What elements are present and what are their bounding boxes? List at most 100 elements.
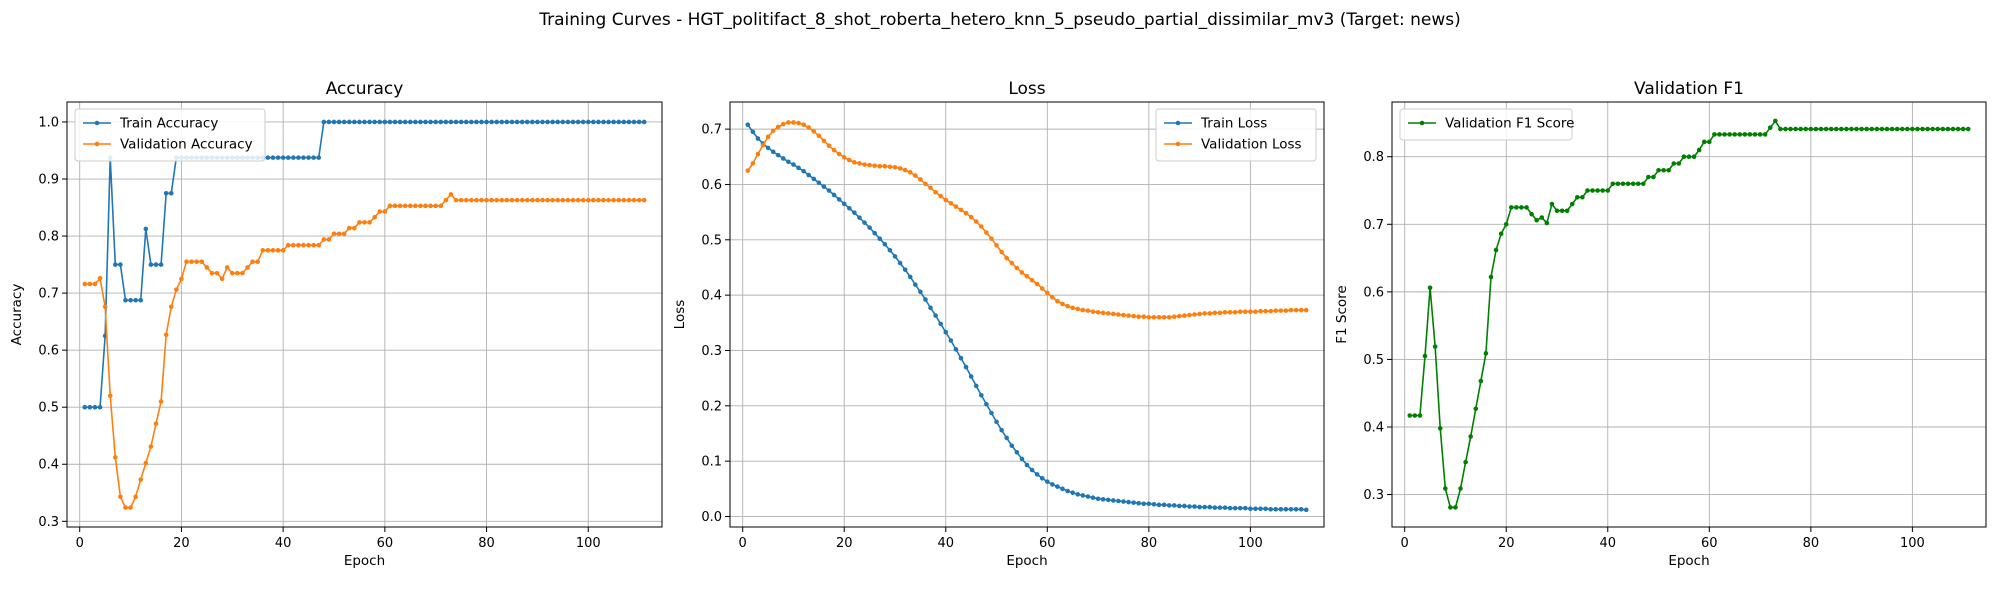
data-point: [158, 399, 164, 404]
y-tick-label: 0.6: [701, 178, 722, 193]
chart-title: Loss: [1008, 79, 1045, 99]
data-point: [1899, 126, 1905, 132]
data-point: [796, 165, 801, 171]
data-point: [1864, 126, 1869, 132]
data-point: [641, 197, 647, 203]
data-point: [1273, 506, 1279, 512]
data-point: [423, 119, 428, 125]
data-point: [1136, 500, 1141, 506]
data-point: [806, 125, 811, 130]
data-point: [1161, 314, 1167, 320]
legend: Train Loss Validation Loss: [1155, 108, 1317, 162]
data-point: [580, 197, 586, 203]
data-point: [933, 189, 938, 195]
data-point: [448, 192, 454, 197]
data-point: [1029, 277, 1035, 283]
y-tick-label: 0.4: [1363, 421, 1384, 436]
data-point: [1773, 118, 1778, 124]
x-tick-label: 40: [275, 536, 292, 551]
data-point: [97, 404, 103, 410]
data-point: [189, 259, 194, 265]
data-point: [499, 119, 505, 125]
data-point: [852, 210, 857, 215]
data-point: [811, 129, 817, 134]
legend: Train Accuracy Validation Accuracy: [74, 108, 266, 162]
data-point: [1121, 499, 1126, 504]
data-point: [219, 276, 225, 282]
data-point: [902, 167, 908, 173]
data-point: [550, 197, 555, 203]
data-point: [918, 289, 923, 295]
data-point: [570, 197, 576, 203]
data-point: [994, 419, 999, 425]
x-tick-label: 80: [478, 536, 495, 551]
data-point: [535, 197, 540, 203]
data-point: [413, 119, 418, 125]
x-tick-label: 100: [576, 536, 601, 551]
data-point: [631, 119, 637, 125]
data-point: [636, 119, 642, 125]
data-point: [897, 260, 903, 266]
data-point: [535, 119, 540, 125]
data-point: [1742, 132, 1748, 137]
data-point: [280, 155, 286, 160]
data-point: [87, 281, 93, 287]
data-point: [1453, 505, 1458, 510]
data-point: [913, 173, 918, 178]
data-point: [1156, 502, 1162, 508]
data-point: [862, 220, 867, 225]
data-point: [387, 119, 393, 125]
data-point: [138, 477, 144, 482]
data-point: [1004, 435, 1009, 441]
data-point: [1757, 132, 1763, 137]
y-tick-label: 0.6: [38, 344, 59, 359]
data-point: [1783, 126, 1788, 132]
data-point: [765, 145, 771, 151]
data-point: [621, 197, 627, 203]
data-point: [1222, 505, 1228, 510]
data-point: [1869, 126, 1875, 132]
data-point: [285, 242, 291, 248]
data-point: [1823, 126, 1829, 132]
data-point: [1762, 132, 1768, 137]
data-point: [1080, 307, 1086, 313]
chart-3: Validation F1 0 20 40 60 80 100 0.3 0.4 0.5 0.6 0.7…: [1334, 79, 1987, 569]
data-point: [311, 155, 316, 160]
data-point: [857, 215, 862, 220]
data-point: [1656, 167, 1661, 173]
data-point: [984, 230, 989, 235]
data-point: [770, 149, 776, 155]
data-point: [867, 225, 872, 230]
data-point: [377, 119, 383, 125]
data-point: [214, 270, 220, 276]
y-tick-label: 0.4: [701, 289, 722, 304]
data-point: [291, 155, 296, 160]
data-point: [163, 190, 169, 196]
data-point: [1232, 309, 1238, 315]
data-point: [755, 151, 761, 157]
data-point: [1065, 488, 1070, 494]
data-point: [128, 297, 133, 303]
data-point: [407, 203, 413, 209]
data-point: [387, 203, 393, 209]
data-point: [1060, 301, 1065, 307]
y-tick-label: 0.7: [38, 287, 59, 302]
data-point: [407, 119, 413, 125]
axes-frame: [729, 101, 1325, 528]
data-point: [209, 270, 215, 276]
data-point: [989, 410, 994, 416]
data-point: [958, 355, 964, 361]
y-tick-label: 0.0: [701, 510, 722, 525]
data-point: [443, 197, 449, 203]
data-point: [1894, 126, 1900, 132]
data-point: [641, 119, 647, 125]
data-point: [943, 329, 949, 335]
data-point: [831, 147, 837, 153]
data-point: [438, 119, 444, 125]
data-point: [836, 197, 842, 202]
data-point: [321, 119, 327, 125]
data-point: [913, 282, 918, 287]
data-point: [453, 119, 459, 125]
data-point: [1813, 126, 1819, 132]
data-point: [1707, 139, 1712, 145]
